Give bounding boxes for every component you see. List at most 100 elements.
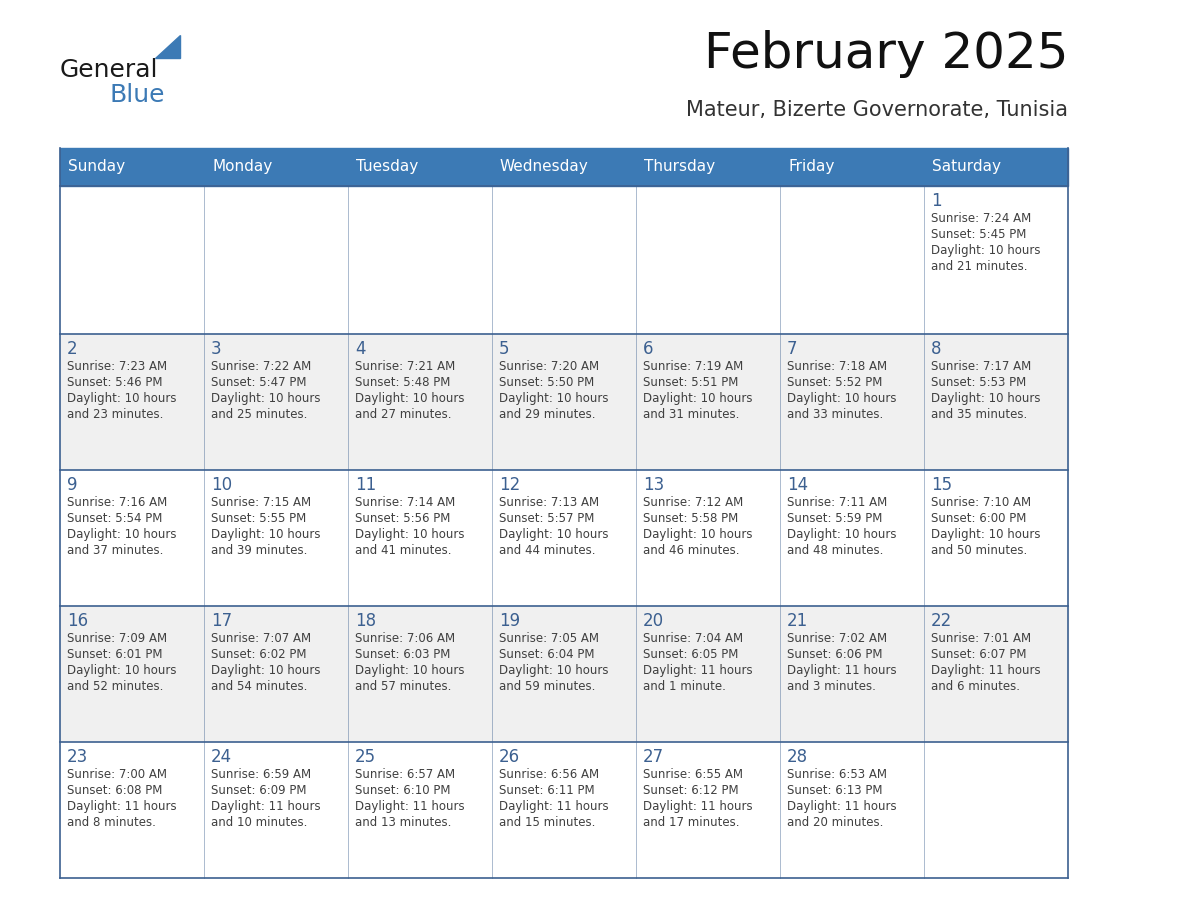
Text: Daylight: 10 hours: Daylight: 10 hours (499, 392, 608, 405)
Bar (61, 742, 1068, 878)
Text: Sunset: 6:09 PM: Sunset: 6:09 PM (211, 784, 307, 797)
Text: Sunrise: 6:59 AM: Sunrise: 6:59 AM (211, 768, 311, 781)
Text: 6: 6 (643, 340, 653, 358)
Text: Sunrise: 7:04 AM: Sunrise: 7:04 AM (643, 632, 744, 645)
Text: Daylight: 11 hours: Daylight: 11 hours (786, 664, 897, 677)
Text: Sunset: 6:06 PM: Sunset: 6:06 PM (786, 648, 883, 661)
Text: Wednesday: Wednesday (500, 160, 589, 174)
Text: and 17 minutes.: and 17 minutes. (643, 816, 739, 829)
Text: and 21 minutes.: and 21 minutes. (931, 260, 1028, 273)
Text: and 57 minutes.: and 57 minutes. (355, 680, 451, 693)
Text: Sunrise: 7:14 AM: Sunrise: 7:14 AM (355, 496, 455, 509)
Text: Daylight: 10 hours: Daylight: 10 hours (211, 392, 321, 405)
Text: Saturday: Saturday (933, 160, 1001, 174)
Text: and 46 minutes.: and 46 minutes. (643, 544, 739, 557)
Text: and 29 minutes.: and 29 minutes. (499, 408, 595, 421)
Text: Sunset: 5:48 PM: Sunset: 5:48 PM (355, 376, 450, 389)
Text: and 37 minutes.: and 37 minutes. (67, 544, 164, 557)
Text: 16: 16 (67, 612, 88, 630)
Text: Sunrise: 7:11 AM: Sunrise: 7:11 AM (786, 496, 887, 509)
Text: Sunrise: 7:12 AM: Sunrise: 7:12 AM (643, 496, 744, 509)
Text: and 31 minutes.: and 31 minutes. (643, 408, 739, 421)
Polygon shape (154, 35, 181, 58)
Text: and 23 minutes.: and 23 minutes. (67, 408, 164, 421)
Text: and 50 minutes.: and 50 minutes. (931, 544, 1028, 557)
Text: 1: 1 (931, 192, 942, 210)
Bar (61, 186, 1068, 334)
Text: 15: 15 (931, 476, 952, 494)
Text: Sunrise: 7:23 AM: Sunrise: 7:23 AM (67, 360, 168, 373)
Text: Sunrise: 7:18 AM: Sunrise: 7:18 AM (786, 360, 887, 373)
Text: Sunset: 6:00 PM: Sunset: 6:00 PM (931, 512, 1026, 525)
Bar (61, 470, 1068, 606)
Text: Sunset: 6:03 PM: Sunset: 6:03 PM (355, 648, 450, 661)
Text: Daylight: 10 hours: Daylight: 10 hours (786, 392, 897, 405)
Text: 5: 5 (499, 340, 510, 358)
Text: and 10 minutes.: and 10 minutes. (211, 816, 308, 829)
Text: Daylight: 11 hours: Daylight: 11 hours (355, 800, 465, 813)
Text: Daylight: 10 hours: Daylight: 10 hours (211, 664, 321, 677)
Text: Daylight: 11 hours: Daylight: 11 hours (931, 664, 1041, 677)
Text: Sunset: 5:58 PM: Sunset: 5:58 PM (643, 512, 738, 525)
Text: and 41 minutes.: and 41 minutes. (355, 544, 451, 557)
Text: Sunrise: 7:07 AM: Sunrise: 7:07 AM (211, 632, 311, 645)
Text: 12: 12 (499, 476, 520, 494)
Text: Daylight: 10 hours: Daylight: 10 hours (355, 528, 465, 541)
Text: and 35 minutes.: and 35 minutes. (931, 408, 1028, 421)
Text: Sunset: 6:01 PM: Sunset: 6:01 PM (67, 648, 163, 661)
Text: Daylight: 10 hours: Daylight: 10 hours (355, 392, 465, 405)
Text: 28: 28 (786, 748, 808, 766)
Text: Daylight: 11 hours: Daylight: 11 hours (643, 800, 753, 813)
Text: Daylight: 10 hours: Daylight: 10 hours (355, 664, 465, 677)
Text: Friday: Friday (788, 160, 834, 174)
Text: Daylight: 11 hours: Daylight: 11 hours (643, 664, 753, 677)
Text: 14: 14 (786, 476, 808, 494)
Text: and 20 minutes.: and 20 minutes. (786, 816, 884, 829)
Text: Sunrise: 7:21 AM: Sunrise: 7:21 AM (355, 360, 455, 373)
Text: Sunset: 5:59 PM: Sunset: 5:59 PM (786, 512, 883, 525)
Text: Sunrise: 7:13 AM: Sunrise: 7:13 AM (499, 496, 599, 509)
Text: General: General (61, 58, 158, 82)
Text: Sunrise: 6:53 AM: Sunrise: 6:53 AM (786, 768, 887, 781)
Text: and 54 minutes.: and 54 minutes. (211, 680, 308, 693)
Text: Sunrise: 7:22 AM: Sunrise: 7:22 AM (211, 360, 311, 373)
Text: Sunday: Sunday (68, 160, 125, 174)
Text: Sunrise: 7:24 AM: Sunrise: 7:24 AM (931, 212, 1031, 225)
Text: Sunset: 6:02 PM: Sunset: 6:02 PM (211, 648, 307, 661)
Text: and 8 minutes.: and 8 minutes. (67, 816, 156, 829)
Text: Sunset: 5:52 PM: Sunset: 5:52 PM (786, 376, 883, 389)
Text: and 15 minutes.: and 15 minutes. (499, 816, 595, 829)
Text: Daylight: 10 hours: Daylight: 10 hours (67, 392, 177, 405)
Text: 7: 7 (786, 340, 797, 358)
Text: Daylight: 10 hours: Daylight: 10 hours (931, 392, 1041, 405)
Text: and 1 minute.: and 1 minute. (643, 680, 726, 693)
Text: Sunset: 5:54 PM: Sunset: 5:54 PM (67, 512, 163, 525)
Text: Sunset: 6:07 PM: Sunset: 6:07 PM (931, 648, 1026, 661)
Text: Daylight: 10 hours: Daylight: 10 hours (931, 244, 1041, 257)
Text: Sunset: 5:46 PM: Sunset: 5:46 PM (67, 376, 163, 389)
Text: 18: 18 (355, 612, 377, 630)
Text: 10: 10 (211, 476, 232, 494)
Text: and 33 minutes.: and 33 minutes. (786, 408, 883, 421)
Text: and 59 minutes.: and 59 minutes. (499, 680, 595, 693)
Text: Thursday: Thursday (644, 160, 715, 174)
Text: and 25 minutes.: and 25 minutes. (211, 408, 308, 421)
Text: 19: 19 (499, 612, 520, 630)
Text: Sunset: 6:04 PM: Sunset: 6:04 PM (499, 648, 594, 661)
Text: 8: 8 (931, 340, 942, 358)
Text: 23: 23 (67, 748, 88, 766)
Text: Sunset: 5:53 PM: Sunset: 5:53 PM (931, 376, 1026, 389)
Text: Sunset: 5:56 PM: Sunset: 5:56 PM (355, 512, 450, 525)
Text: Daylight: 10 hours: Daylight: 10 hours (643, 528, 752, 541)
Text: 4: 4 (355, 340, 366, 358)
Text: Daylight: 10 hours: Daylight: 10 hours (67, 664, 177, 677)
Text: and 27 minutes.: and 27 minutes. (355, 408, 451, 421)
Text: Monday: Monday (211, 160, 272, 174)
Text: 25: 25 (355, 748, 377, 766)
Text: Sunset: 5:51 PM: Sunset: 5:51 PM (643, 376, 739, 389)
Text: 3: 3 (211, 340, 222, 358)
Text: and 3 minutes.: and 3 minutes. (786, 680, 876, 693)
Text: 24: 24 (211, 748, 232, 766)
Text: Sunset: 6:05 PM: Sunset: 6:05 PM (643, 648, 739, 661)
Text: Daylight: 10 hours: Daylight: 10 hours (786, 528, 897, 541)
